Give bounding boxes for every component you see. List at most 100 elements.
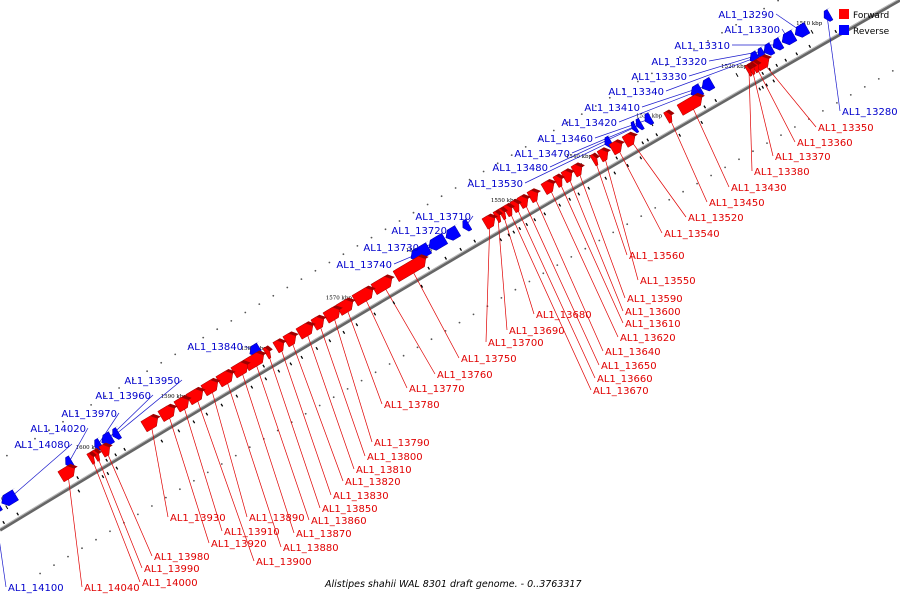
gene-label[interactable]: AL1_13820 bbox=[345, 477, 401, 488]
gene-label[interactable]: AL1_13810 bbox=[356, 465, 412, 476]
gene-label[interactable]: AL1_13790 bbox=[374, 438, 430, 449]
gene-label[interactable]: AL1_13730 bbox=[363, 243, 419, 254]
gene-arrow-al1-13470[interactable] bbox=[635, 117, 645, 131]
gene-arrow-al1-14080[interactable] bbox=[1, 489, 19, 507]
gene-label[interactable]: AL1_13350 bbox=[818, 123, 874, 134]
gene-arrow-al1-13930[interactable] bbox=[140, 415, 158, 433]
gene-label[interactable]: AL1_13910 bbox=[224, 527, 280, 538]
gene-arrow-al1-13480[interactable] bbox=[630, 121, 640, 134]
gene-arrow-al1-13450[interactable] bbox=[663, 111, 673, 124]
gene-label[interactable]: AL1_13750 bbox=[461, 354, 517, 365]
gene-label[interactable]: AL1_13530 bbox=[467, 179, 523, 190]
gene-label[interactable]: AL1_13670 bbox=[593, 386, 649, 397]
gene-label[interactable]: AL1_13300 bbox=[724, 25, 780, 36]
gene-label[interactable]: AL1_13590 bbox=[627, 294, 683, 305]
gene-label[interactable]: AL1_13430 bbox=[731, 183, 787, 194]
gene-label[interactable]: AL1_13320 bbox=[651, 57, 707, 68]
gene-arrow-al1-13430[interactable] bbox=[676, 94, 703, 116]
gene-label[interactable]: AL1_13860 bbox=[311, 516, 367, 527]
gene-label[interactable]: AL1_13380 bbox=[754, 167, 810, 178]
gene-arrow-al1-13980[interactable] bbox=[98, 444, 110, 458]
gene-label[interactable]: AL1_13550 bbox=[640, 276, 696, 287]
gene-arrow-al1-13890[interactable] bbox=[200, 379, 218, 397]
gene-arrow-al1-13880[interactable] bbox=[215, 370, 233, 388]
gene-arrow-al1-13910[interactable] bbox=[173, 397, 189, 413]
gene-label[interactable]: AL1_13830 bbox=[333, 491, 389, 502]
gene-label[interactable]: AL1_13650 bbox=[601, 361, 657, 372]
gene-arrow-al1-13620[interactable] bbox=[540, 180, 555, 196]
gene-arrow-al1-13870[interactable] bbox=[230, 361, 248, 379]
gene-label[interactable]: AL1_13460 bbox=[537, 134, 593, 145]
gene-label[interactable]: AL1_13640 bbox=[605, 347, 661, 358]
gene-label[interactable]: AL1_13370 bbox=[775, 152, 831, 163]
gene-label[interactable]: AL1_13870 bbox=[296, 529, 352, 540]
gene-label[interactable]: AL1_14000 bbox=[142, 578, 198, 589]
gene-arrow-al1-13920[interactable] bbox=[157, 405, 175, 423]
gene-arrow-al1-14000[interactable] bbox=[86, 452, 96, 465]
gene-label[interactable]: AL1_13880 bbox=[283, 543, 339, 554]
gene-label[interactable]: AL1_13900 bbox=[256, 557, 312, 568]
gene-label[interactable]: AL1_13680 bbox=[536, 310, 592, 321]
gene-arrow-al1-13590[interactable] bbox=[570, 164, 583, 178]
gene-label[interactable]: AL1_13330 bbox=[631, 72, 687, 83]
gene-label[interactable]: AL1_14080 bbox=[14, 440, 70, 451]
gene-label[interactable]: AL1_13760 bbox=[437, 370, 493, 381]
gene-arrow-al1-13280[interactable] bbox=[823, 9, 834, 22]
gene-arrow-al1-13700[interactable] bbox=[481, 215, 496, 230]
gene-arrow-al1-13560[interactable] bbox=[589, 154, 599, 167]
gene-label[interactable]: AL1_14100 bbox=[8, 583, 64, 594]
gene-arrow-al1-13760[interactable] bbox=[370, 276, 393, 296]
gene-label[interactable]: AL1_13660 bbox=[597, 374, 653, 385]
gene-arrow-al1-13850[interactable] bbox=[262, 347, 272, 360]
gene-label[interactable]: AL1_13990 bbox=[144, 564, 200, 575]
gene-label[interactable]: AL1_13310 bbox=[674, 41, 730, 52]
gene-arrow-al1-13640[interactable] bbox=[526, 189, 539, 204]
gene-arrow-al1-13810[interactable] bbox=[295, 323, 314, 340]
gene-arrow-al1-13300[interactable] bbox=[781, 29, 798, 46]
gene-arrow-al1-13690[interactable] bbox=[492, 210, 502, 224]
gene-label[interactable]: AL1_13420 bbox=[561, 118, 617, 129]
gene-arrow-al1-13800[interactable] bbox=[310, 316, 325, 331]
gene-label[interactable]: AL1_13840 bbox=[187, 342, 243, 353]
gene-label[interactable]: AL1_13800 bbox=[367, 452, 423, 463]
gene-label[interactable]: AL1_13920 bbox=[211, 539, 267, 550]
gene-label[interactable]: AL1_13340 bbox=[608, 87, 664, 98]
gene-label[interactable]: AL1_13410 bbox=[584, 103, 640, 114]
gene-arrow-al1-13770[interactable] bbox=[351, 287, 374, 307]
gene-label[interactable]: AL1_13770 bbox=[409, 384, 465, 395]
gene-label[interactable]: AL1_13600 bbox=[625, 307, 681, 318]
gene-arrow-al1-13320[interactable] bbox=[763, 42, 776, 56]
gene-arrow-al1-13540[interactable] bbox=[608, 141, 623, 156]
gene-label[interactable]: AL1_13480 bbox=[492, 163, 548, 174]
gene-label[interactable]: AL1_13560 bbox=[629, 251, 685, 262]
gene-label[interactable]: AL1_13960 bbox=[95, 391, 151, 402]
gene-label[interactable]: AL1_13450 bbox=[709, 198, 765, 209]
gene-arrow-al1-13830[interactable] bbox=[272, 340, 285, 354]
gene-label[interactable]: AL1_13950 bbox=[124, 376, 180, 387]
gene-label[interactable]: AL1_13690 bbox=[509, 326, 565, 337]
gene-label[interactable]: AL1_14020 bbox=[30, 424, 86, 435]
gene-label[interactable]: AL1_13720 bbox=[391, 226, 447, 237]
gene-label[interactable]: AL1_14040 bbox=[84, 583, 140, 594]
gene-arrow-al1-13460[interactable] bbox=[644, 112, 655, 126]
gene-label[interactable]: AL1_13520 bbox=[688, 213, 744, 224]
gene-arrow-al1-13790[interactable] bbox=[322, 306, 341, 324]
gene-label[interactable]: AL1_13890 bbox=[249, 513, 305, 524]
gene-label[interactable]: AL1_13850 bbox=[322, 504, 378, 515]
gene-arrow-al1-13380[interactable] bbox=[744, 64, 753, 77]
gene-label[interactable]: AL1_13540 bbox=[664, 229, 720, 240]
gene-label[interactable]: AL1_13470 bbox=[514, 149, 570, 160]
gene-label[interactable]: AL1_13700 bbox=[488, 338, 544, 349]
gene-arrow-al1-13820[interactable] bbox=[282, 333, 297, 348]
gene-label[interactable]: AL1_13290 bbox=[718, 10, 774, 21]
gene-arrow-al1-13600[interactable] bbox=[560, 170, 573, 184]
gene-label[interactable]: AL1_13980 bbox=[154, 552, 210, 563]
gene-label[interactable]: AL1_13970 bbox=[61, 409, 117, 420]
gene-arrow-al1-13750[interactable] bbox=[392, 256, 426, 283]
gene-arrow-al1-13310[interactable] bbox=[772, 37, 785, 51]
gene-arrow-al1-13950[interactable] bbox=[112, 427, 123, 440]
gene-label[interactable]: AL1_13780 bbox=[384, 400, 440, 411]
gene-arrow-al1-13410[interactable] bbox=[701, 76, 716, 92]
gene-arrow-al1-13720[interactable] bbox=[445, 225, 462, 241]
gene-arrow-al1-14040[interactable] bbox=[57, 465, 75, 483]
